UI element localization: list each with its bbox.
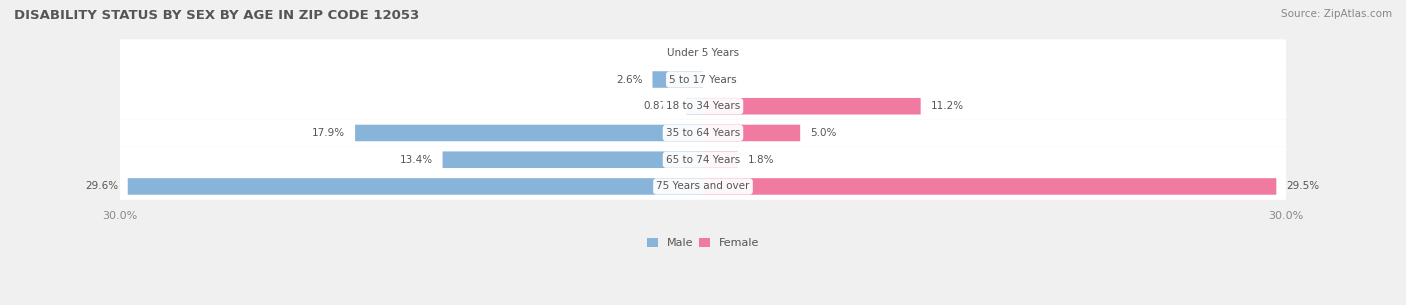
Text: DISABILITY STATUS BY SEX BY AGE IN ZIP CODE 12053: DISABILITY STATUS BY SEX BY AGE IN ZIP C… — [14, 9, 419, 22]
Text: 29.5%: 29.5% — [1286, 181, 1319, 192]
FancyBboxPatch shape — [443, 151, 703, 168]
Legend: Male, Female: Male, Female — [643, 234, 763, 253]
Text: Under 5 Years: Under 5 Years — [666, 48, 740, 58]
Text: 1.8%: 1.8% — [748, 155, 775, 165]
FancyBboxPatch shape — [703, 98, 921, 114]
Text: 75 Years and over: 75 Years and over — [657, 181, 749, 192]
Text: 2.6%: 2.6% — [616, 74, 643, 84]
FancyBboxPatch shape — [356, 125, 703, 141]
FancyBboxPatch shape — [120, 120, 1286, 146]
Text: 65 to 74 Years: 65 to 74 Years — [666, 155, 740, 165]
FancyBboxPatch shape — [120, 66, 1286, 93]
FancyBboxPatch shape — [120, 93, 1286, 120]
FancyBboxPatch shape — [120, 173, 1286, 200]
Text: 13.4%: 13.4% — [399, 155, 433, 165]
Text: 0.0%: 0.0% — [713, 74, 740, 84]
FancyBboxPatch shape — [652, 71, 703, 88]
Text: 5 to 17 Years: 5 to 17 Years — [669, 74, 737, 84]
Text: 29.6%: 29.6% — [84, 181, 118, 192]
Text: 0.0%: 0.0% — [713, 48, 740, 58]
Text: 18 to 34 Years: 18 to 34 Years — [666, 101, 740, 111]
Text: 0.87%: 0.87% — [644, 101, 676, 111]
Text: 35 to 64 Years: 35 to 64 Years — [666, 128, 740, 138]
Text: 17.9%: 17.9% — [312, 128, 346, 138]
FancyBboxPatch shape — [703, 178, 1277, 195]
Text: 5.0%: 5.0% — [810, 128, 837, 138]
FancyBboxPatch shape — [128, 178, 703, 195]
FancyBboxPatch shape — [686, 98, 703, 114]
Text: Source: ZipAtlas.com: Source: ZipAtlas.com — [1281, 9, 1392, 19]
FancyBboxPatch shape — [120, 146, 1286, 173]
FancyBboxPatch shape — [703, 125, 800, 141]
FancyBboxPatch shape — [703, 151, 738, 168]
Text: 11.2%: 11.2% — [931, 101, 963, 111]
FancyBboxPatch shape — [120, 39, 1286, 66]
Text: 0.0%: 0.0% — [666, 48, 693, 58]
